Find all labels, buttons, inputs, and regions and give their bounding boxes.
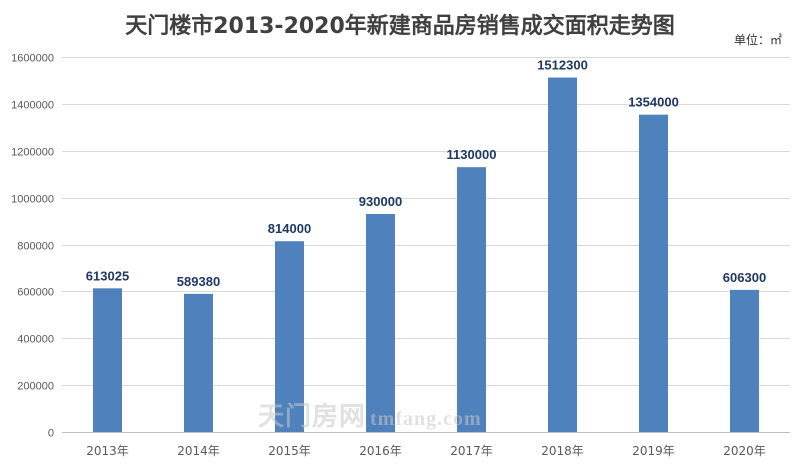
category-label: 2015年	[268, 444, 311, 458]
bar	[548, 77, 577, 432]
data-label: 589380	[177, 274, 220, 289]
y-tick-label: 1600000	[11, 53, 54, 65]
y-tick-label: 1400000	[11, 100, 54, 112]
data-label: 814000	[268, 221, 311, 236]
watermark-text: 天门房网	[258, 402, 367, 432]
bar	[639, 114, 668, 432]
category-label: 2016年	[359, 444, 402, 458]
category-label: 2018年	[541, 444, 584, 458]
unit-label: 单位：㎡	[733, 33, 782, 47]
data-label: 606300	[723, 270, 766, 285]
data-label: 1130000	[447, 147, 497, 162]
data-labels: 613025 589380 814000 930000 1130000 1512300 13…	[86, 58, 766, 289]
y-tick-label: 0	[48, 428, 54, 440]
y-tick-label: 400000	[17, 334, 54, 346]
data-label: 1354000	[628, 95, 679, 110]
bar	[366, 214, 395, 432]
category-label: 2013年	[86, 444, 129, 458]
watermark-url: tmfang.com	[370, 408, 482, 430]
bar	[184, 293, 213, 432]
y-tick-label: 1000000	[11, 194, 54, 206]
y-tick-label: 200000	[17, 381, 54, 393]
data-label: 930000	[359, 194, 402, 209]
y-axis-tick-labels: 0 200000 400000 600000 800000 1000000 1200000 1…	[11, 53, 54, 440]
category-label: 2017年	[450, 444, 493, 458]
bar	[457, 167, 486, 432]
watermark: 天门房网 tmfang.com	[258, 396, 482, 433]
bar	[730, 289, 759, 432]
chart-title: 天门楼市2013-2020年新建商品房销售成交面积走势图	[125, 14, 675, 39]
bar	[93, 288, 122, 432]
bars	[93, 77, 759, 432]
y-tick-label: 800000	[17, 241, 54, 253]
category-label: 2019年	[632, 444, 675, 458]
data-label: 1512300	[537, 58, 588, 73]
category-label: 2014年	[177, 444, 220, 458]
category-label: 2020年	[723, 444, 766, 458]
y-tick-label: 1200000	[11, 147, 54, 159]
bar	[275, 241, 304, 432]
x-axis-category-labels: 2013年 2014年 2015年 2016年 2017年 2018年 2019年 2020年	[86, 444, 766, 458]
gridlines	[62, 57, 790, 433]
data-label: 613025	[86, 268, 129, 283]
y-tick-label: 600000	[17, 287, 54, 299]
